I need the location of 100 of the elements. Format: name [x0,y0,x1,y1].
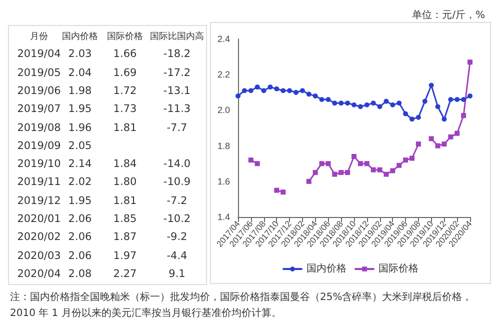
text: 2.27 [113,268,137,280]
point [326,161,331,166]
text: 1.73 [113,103,137,116]
text: 2019/09 [17,140,61,152]
text: 2019/12 [17,194,61,207]
text: 2.06 [68,213,92,225]
text: 1.81 [113,122,137,134]
point [287,88,292,94]
point [377,167,382,172]
point [416,142,421,147]
text: 2020/03 [17,250,61,262]
legend-label: 国内价格 [306,262,346,274]
point [306,178,312,184]
text: 1.96 [68,122,92,134]
point [410,156,414,161]
point [396,100,402,106]
text: 1.95 [68,103,92,116]
text: -9.2 [166,231,188,244]
text: 2.06 [68,250,92,262]
y-tick-label: 1.8 [217,140,230,151]
text: 1.87 [113,231,137,244]
point [274,86,280,92]
point [416,114,421,120]
text: -11.3 [163,103,191,116]
text: -14.0 [163,158,191,170]
point [352,102,356,108]
point [442,116,447,122]
point [428,82,434,88]
point [248,158,254,163]
text: 1.66 [113,48,137,60]
point [370,167,376,172]
point [435,143,440,148]
legend-label: 国际价格 [378,262,418,274]
point [326,97,331,102]
text: 1.98 [68,84,92,97]
text: 2019/08 [17,122,61,134]
point [345,100,350,106]
text: 9.1 [168,268,186,280]
text: 2019/07 [17,103,61,116]
point [461,97,466,102]
text: 月份 [30,31,48,43]
text: -10.2 [163,213,191,225]
point [454,97,460,102]
point [332,172,338,177]
text: -18.2 [163,48,191,60]
text: 2.06 [68,231,92,244]
text: 2.14 [68,158,92,170]
text: 1.95 [68,194,92,207]
text: 1.69 [113,66,137,79]
text: 1.81 [113,194,137,207]
point [268,84,273,90]
point [428,136,434,142]
y-tick-label: 2.4 [217,34,230,44]
text: 1.85 [113,213,137,225]
point [435,104,440,110]
point [261,88,266,94]
point [364,161,370,166]
point [454,130,460,136]
y-tick-label: 1.6 [217,176,230,186]
point [384,172,389,177]
text: 1.84 [113,158,137,170]
point [338,170,344,175]
point [332,100,338,106]
text: -13.1 [163,84,191,97]
text: 1.97 [113,250,137,262]
point [358,104,363,110]
point [300,88,305,94]
point [312,170,318,175]
text: 2.05 [68,140,92,152]
point [396,162,402,168]
point [319,97,324,102]
text: -10.9 [163,176,191,188]
point [306,92,312,97]
text: 2019/06 [17,84,61,97]
point [384,98,389,104]
point [312,93,318,98]
text: 2020/01 [17,213,61,225]
text: 2019/05 [17,66,61,79]
point [448,134,454,140]
point [242,88,247,94]
point [468,60,472,65]
point [319,161,324,166]
text: -4.4 [166,250,188,262]
point [390,168,396,174]
point [236,93,240,98]
text: 2.04 [68,66,92,79]
point [338,100,344,106]
text: 2.03 [68,48,92,60]
point [280,190,286,195]
point [390,102,396,108]
point [364,102,370,108]
point [254,84,260,90]
text: -17.2 [163,66,191,79]
point [461,113,466,118]
y-tick-label: 1.4 [217,212,230,222]
text: 国内价格 [62,30,98,43]
y-tick-label: 2.2 [217,70,230,80]
text: -7.2 [166,194,188,207]
point [248,88,254,94]
text: 2019/10 [17,158,61,170]
